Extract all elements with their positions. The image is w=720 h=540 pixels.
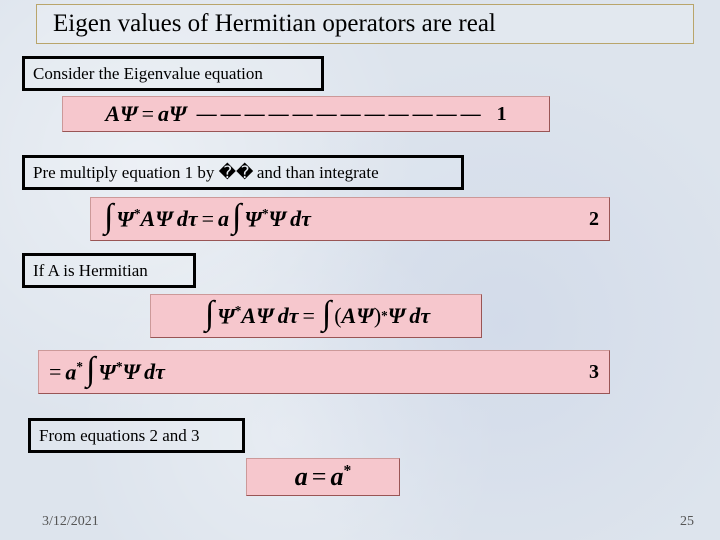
footer-page-number: 25 <box>680 514 694 530</box>
eq2-psi-l: Ψ <box>155 206 173 232</box>
equation-3a: ∫ Ψ* A Ψ dτ = ∫ ( A Ψ )* Ψ dτ <box>150 294 482 338</box>
eq2-psistar-l: Ψ* <box>116 206 140 232</box>
eq4-astar: a* <box>330 462 351 492</box>
eq1-psi-r: Ψ <box>169 101 187 127</box>
eq3a-star: * <box>381 308 388 324</box>
eq3a-lparen: ( <box>334 303 341 329</box>
eq1-number: 1 <box>497 103 507 126</box>
text-hermitian: If A is Hermitian <box>22 253 196 288</box>
text-eigenvalue-intro: Consider the Eigenvalue equation <box>22 56 324 91</box>
eq2-equals: = <box>202 206 214 232</box>
eq2-A: A <box>141 206 156 232</box>
slide: Eigen values of Hermitian operators are … <box>0 0 720 540</box>
eq3a-psi-r1: Ψ <box>356 303 374 329</box>
eq3a-dtau-l: dτ <box>278 303 299 329</box>
eq3b-number: 3 <box>589 361 599 384</box>
eq2-number: 2 <box>589 208 599 231</box>
eq1-dashes: ———————————— <box>197 103 485 126</box>
eq3a-rparen: ) <box>374 303 381 329</box>
text-conclusion: From equations 2 and 3 <box>28 418 245 453</box>
eq3a-equals: = <box>302 303 314 329</box>
eq3a-psistar: Ψ* <box>217 303 241 329</box>
eq3a-A-r: A <box>342 303 357 329</box>
eq1-A: A <box>105 101 120 127</box>
eq3a-psi-r2: Ψ <box>388 303 406 329</box>
eq2-dtau-r: dτ <box>290 206 311 232</box>
eq3b-equals: = <box>49 359 61 385</box>
equation-1: AΨ = aΨ ———————————— 1 <box>62 96 550 132</box>
text-premultiply: Pre multiply equation 1 by �� and than i… <box>22 155 464 190</box>
eq2-int-l: ∫ <box>104 203 113 230</box>
footer-date: 3/12/2021 <box>42 514 99 530</box>
eq1-equals: = <box>142 101 154 127</box>
eq3a-A-l: A <box>241 303 256 329</box>
eq3a-int-l: ∫ <box>205 300 214 327</box>
eq3b-dtau: dτ <box>144 359 165 385</box>
eq3b-astar: a* <box>65 359 83 385</box>
eq1-a: a <box>158 101 169 127</box>
eq2-dtau-l: dτ <box>177 206 198 232</box>
eq4-a-l: a <box>295 462 308 492</box>
eq3b-psi: Ψ <box>123 359 141 385</box>
slide-title: Eigen values of Hermitian operators are … <box>36 4 694 44</box>
eq3a-dtau-r: dτ <box>409 303 430 329</box>
eq1-psi-l: Ψ <box>120 101 138 127</box>
eq3a-int-r: ∫ <box>322 300 331 327</box>
equation-4: a = a* <box>246 458 400 496</box>
eq2-int-r: ∫ <box>232 203 241 230</box>
equation-2: ∫ Ψ* A Ψ dτ = a ∫ Ψ* Ψ dτ 2 <box>90 197 610 241</box>
eq3b-int: ∫ <box>86 356 95 383</box>
equation-3b: = a* ∫ Ψ* Ψ dτ 3 <box>38 350 610 394</box>
eq3a-psi-l: Ψ <box>256 303 274 329</box>
eq2-a: a <box>218 206 229 232</box>
eq2-psistar-r: Ψ* <box>244 206 268 232</box>
eq4-equals: = <box>312 462 327 492</box>
eq3b-psistar: Ψ* <box>98 359 122 385</box>
eq2-psi-r: Ψ <box>269 206 287 232</box>
